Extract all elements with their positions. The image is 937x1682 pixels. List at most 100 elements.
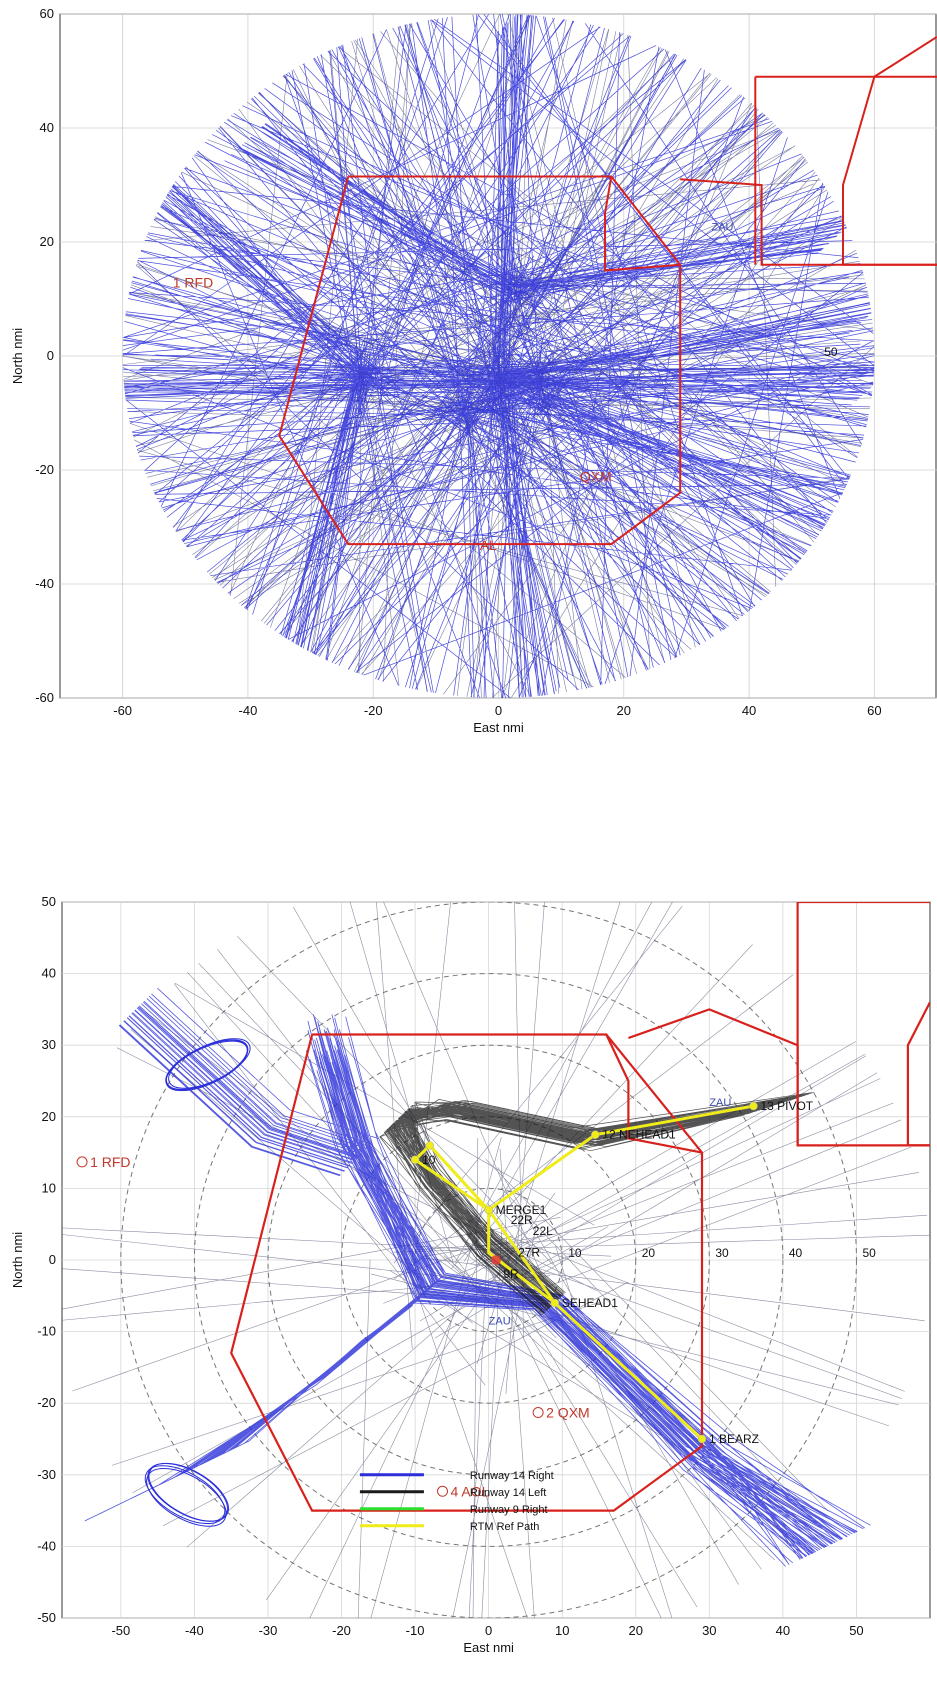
- y-tick-label: 30: [42, 1037, 56, 1052]
- airspace-boundary: [842, 35, 937, 266]
- x-tick-label: 0: [495, 703, 502, 718]
- ref-waypoint-label: SEHEAD1: [562, 1296, 618, 1310]
- y-tick-label: 40: [40, 120, 54, 135]
- ref-waypoint: [410, 1155, 420, 1165]
- airspace-boundary: [605, 1034, 703, 1154]
- plot-1-boundaries: [278, 35, 937, 546]
- x-tick-label: -30: [259, 1623, 278, 1638]
- y-tick-label: -20: [35, 462, 54, 477]
- map-label: 50: [824, 345, 838, 359]
- x-tick-label: 30: [702, 1623, 716, 1638]
- fix-icon: [437, 1485, 449, 1497]
- x-tick-label: 10: [555, 1623, 569, 1638]
- ref-waypoint-label: MERGE1: [496, 1203, 547, 1217]
- runway-label: 27R: [518, 1245, 540, 1259]
- range-ring-label: 40: [789, 1246, 803, 1260]
- ref-waypoint-label: 10: [422, 1153, 436, 1167]
- y-tick-label: 40: [42, 966, 56, 981]
- airspace-boundary: [278, 175, 682, 546]
- range-ring: [193, 973, 784, 1547]
- map-label: AL: [480, 537, 497, 553]
- runway-label: 22L: [533, 1224, 553, 1238]
- y-tick-label: -20: [37, 1395, 56, 1410]
- ref-waypoint: [425, 1141, 435, 1150]
- holding-pattern: [148, 1462, 229, 1522]
- plot-2-ref-path: 1 BEARZ SEHEAD1 MERGE1 10 12 NEHEAD1 13 PIVOT: [410, 1099, 814, 1446]
- fix-label: 4 AOL: [451, 1483, 490, 1499]
- x-tick-label: -50: [111, 1623, 130, 1638]
- plot-1: 1 RFD AL QXM ZAU 50 -60 -40 -20 0 20 40 60 -60 -40 -2…: [10, 6, 937, 735]
- plot-2-ticks: -50 -40 -30 -20 -10 0 10 20 30 40 50 -50 -40 -30 -20 -1…: [37, 894, 863, 1638]
- y-tick-label: -40: [37, 1538, 56, 1553]
- runway-label: 9R: [503, 1267, 519, 1281]
- x-tick-label: -60: [113, 703, 132, 718]
- ref-waypoint-label: 1 BEARZ: [709, 1432, 759, 1446]
- airspace-boundary: [906, 1001, 930, 1147]
- x-tick-label: 40: [742, 703, 756, 718]
- ref-waypoint: [749, 1101, 758, 1111]
- map-label: 1 RFD: [173, 275, 213, 291]
- x-tick-label: -20: [364, 703, 383, 718]
- x-tick-label: 20: [629, 1623, 643, 1638]
- map-label: QXM: [580, 468, 612, 484]
- range-ring-label: 20: [642, 1246, 656, 1260]
- track-lines-blue: [122, 14, 875, 698]
- x-tick-label: -10: [406, 1623, 425, 1638]
- y-tick-label: -60: [35, 690, 54, 705]
- airspace-boundary: [230, 1033, 704, 1512]
- map-label: ZAU: [711, 222, 733, 234]
- background-tracks: [62, 902, 930, 1618]
- y-tick-label: -10: [37, 1324, 56, 1339]
- y-tick-label: 60: [40, 6, 54, 21]
- runway-14l-tracks: [379, 1091, 815, 1316]
- range-ring: [120, 902, 857, 1618]
- y-tick-label: 20: [40, 234, 54, 249]
- y-tick-label: 50: [42, 894, 56, 909]
- holding-pattern: [165, 1040, 248, 1092]
- ref-waypoint: [484, 1205, 493, 1215]
- x-tick-label: -40: [239, 703, 258, 718]
- fix-label: 1 RFD: [90, 1154, 130, 1170]
- y-tick-label: 20: [42, 1109, 56, 1124]
- range-ring: [267, 1044, 710, 1476]
- ref-waypoint: [591, 1130, 600, 1139]
- runway-14r-tracks: [84, 987, 871, 1567]
- range-ring-label: 10: [568, 1246, 582, 1260]
- plot-2-boundaries: [230, 902, 930, 1512]
- plot-1-tracks: [122, 14, 875, 698]
- fix-label: 2 QXM: [546, 1405, 590, 1421]
- ref-waypoint-label: 12 NEHEAD1: [602, 1128, 676, 1142]
- plot-1-y-axis-label: North nmi: [10, 328, 25, 384]
- x-tick-label: -20: [332, 1623, 351, 1638]
- runway-label: 22R: [511, 1213, 533, 1227]
- x-tick-label: 40: [776, 1623, 790, 1638]
- y-tick-label: -40: [35, 576, 54, 591]
- range-ring-label: 50: [862, 1246, 876, 1260]
- ref-path-branch: [487, 1209, 556, 1305]
- legend-label: Runway 14 Left: [470, 1487, 546, 1499]
- plot-1-ticks: -60 -40 -20 0 20 40 60 -60 -40 -20 0 20 40 60: [35, 6, 881, 718]
- y-tick-label: -50: [37, 1610, 56, 1625]
- plot-2-y-axis-label: North nmi: [10, 1232, 25, 1288]
- y-tick-label: 10: [42, 1180, 56, 1195]
- range-ring: [341, 1116, 637, 1404]
- fix-icon: [76, 1156, 88, 1168]
- plot-2: 10 20 30 40 50 1 BEARZ SEHEAD1 MERGE1 10 12 NEHE…: [10, 894, 931, 1655]
- holding-pattern: [146, 1468, 227, 1527]
- plot-2-legend: Runway 14 Right Runway 14 Left Runway 9 Ri…: [359, 1470, 554, 1533]
- legend-label: Runway 9 Right: [470, 1504, 548, 1516]
- x-tick-label: 50: [849, 1623, 863, 1638]
- plot-2-tracks: [62, 902, 930, 1618]
- fix-label: ZAU: [489, 1315, 511, 1327]
- y-tick-label: 0: [49, 1252, 56, 1267]
- holding-pattern: [144, 1465, 226, 1525]
- fix-icon: [532, 1407, 544, 1419]
- range-ring-label: 30: [715, 1246, 729, 1260]
- plot-2-x-axis-label: East nmi: [463, 1640, 514, 1655]
- legend-label: Runway 14 Right: [470, 1470, 554, 1482]
- ref-waypoint-label: 13 PIVOT: [760, 1099, 813, 1113]
- legend-label: RTM Ref Path: [470, 1521, 540, 1533]
- y-tick-label: 0: [47, 348, 54, 363]
- plot-1-labels: 1 RFD AL QXM ZAU 50: [173, 222, 838, 553]
